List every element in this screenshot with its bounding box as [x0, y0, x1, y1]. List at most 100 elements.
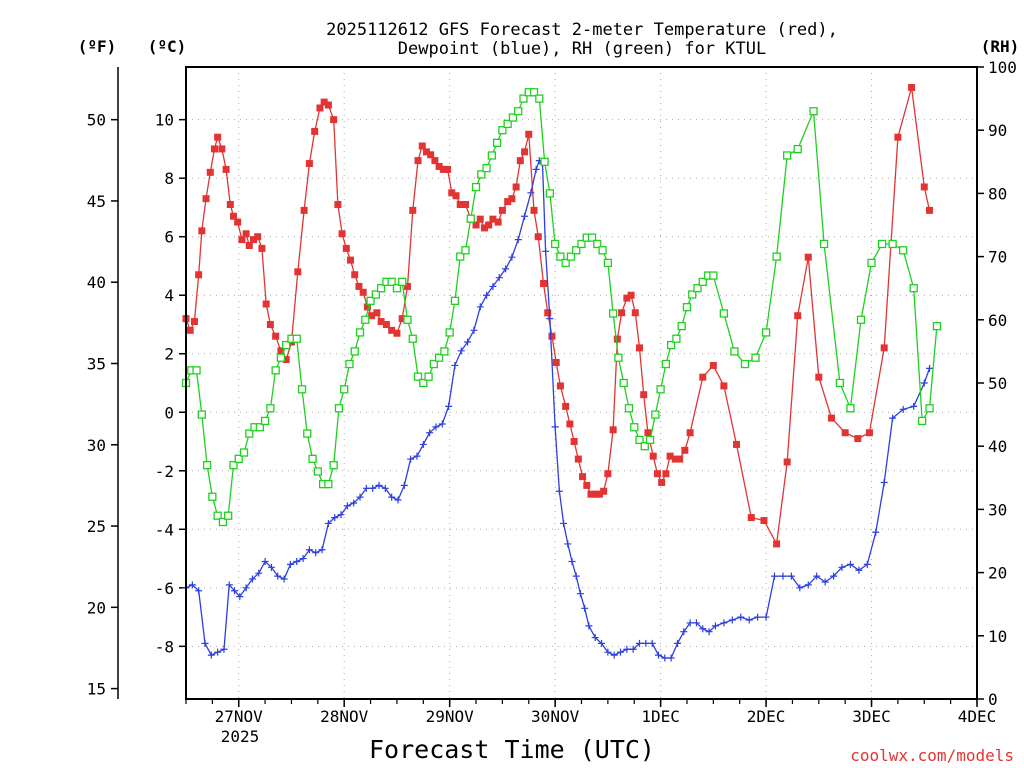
temperature-point	[804, 253, 812, 261]
dewpoint-point	[188, 581, 196, 589]
temperature-point	[472, 221, 480, 229]
dewpoint-point	[426, 429, 434, 437]
rh-point	[266, 404, 275, 413]
dewpoint-point	[508, 253, 516, 261]
dewpoint-point	[274, 572, 282, 580]
rh-point	[651, 410, 660, 419]
fahrenheit-tick-label: 15	[87, 680, 106, 699]
rh-tick-label: 20	[988, 564, 1007, 583]
rh-point	[408, 334, 417, 343]
temperature-point	[504, 198, 512, 206]
rh-point	[466, 214, 475, 223]
dewpoint-point	[720, 619, 728, 627]
rh-point	[899, 246, 908, 255]
rh-point	[334, 404, 344, 413]
temperature-point	[854, 435, 862, 443]
temperature-point	[444, 165, 452, 173]
rh-point	[693, 284, 702, 293]
dewpoint-point	[629, 645, 637, 653]
dewpoint-point	[267, 563, 275, 571]
temperature-point	[347, 256, 355, 264]
fahrenheit-tick-label: 30	[87, 436, 106, 455]
temperature-point	[363, 303, 371, 311]
rh-point	[925, 404, 934, 413]
dewpoint-point	[642, 639, 650, 647]
temperature-point	[222, 165, 230, 173]
dewpoint-point	[432, 423, 440, 431]
dewpoint-point	[680, 628, 688, 636]
plot-frame	[185, 66, 978, 700]
dewpoint-point	[745, 616, 753, 624]
dewpoint-point	[286, 560, 294, 568]
temperature-point	[666, 452, 674, 460]
rh-point	[614, 353, 623, 362]
rh-point	[514, 107, 523, 116]
temperature-point	[195, 271, 203, 279]
temperature-point	[461, 201, 469, 209]
dewpoint-point	[419, 440, 427, 448]
rh-point	[440, 347, 449, 356]
temperature-point	[699, 373, 707, 381]
dewpoint-point	[564, 540, 572, 548]
dewpoint-point	[623, 645, 631, 653]
dewpoint-point	[779, 572, 787, 580]
rh-point	[577, 239, 586, 249]
temperature-point	[649, 452, 657, 460]
rh-point	[260, 416, 270, 426]
dewpoint-point	[604, 648, 612, 656]
temperature-point	[662, 470, 670, 478]
temperature-point	[316, 104, 324, 112]
rh-tick-label: 70	[988, 248, 1007, 267]
temperature-point	[238, 236, 246, 244]
rh-point	[245, 429, 254, 438]
dewpoint-series	[182, 157, 934, 662]
dewpoint-point	[231, 587, 239, 595]
dewpoint-point	[362, 484, 370, 492]
rh-point	[303, 429, 312, 438]
rh-point	[487, 151, 497, 160]
rh-point	[846, 404, 855, 413]
temperature-point	[908, 83, 916, 91]
rh-point	[751, 353, 760, 362]
celsius-tick-label: -6	[155, 579, 174, 598]
dewpoint-point	[255, 569, 263, 577]
temperature-point	[330, 116, 338, 124]
rh-point	[619, 378, 628, 388]
temperature-point	[398, 315, 406, 323]
axis-label-fahrenheit: (ºF)	[78, 37, 117, 56]
temperature-point	[431, 157, 439, 165]
temperature-point	[456, 201, 464, 209]
rh-point	[677, 321, 686, 331]
temperature-point	[418, 142, 426, 150]
temperature-point	[382, 320, 390, 328]
rh-point	[529, 88, 539, 97]
temperature-point	[544, 309, 552, 317]
rh-tick-label: 100	[988, 58, 1017, 77]
dewpoint-point	[514, 236, 522, 244]
rh-point	[239, 448, 249, 457]
rh-point	[566, 252, 576, 261]
temperature-point	[234, 218, 242, 226]
rh-point	[276, 353, 286, 362]
time-axis: 27NOV 28NOV 29NOV 30NOV 1DEC 2DEC 3DEC 4DEC	[185, 699, 996, 726]
temperature-point	[613, 335, 621, 343]
dewpoint-point	[542, 247, 550, 255]
dewpoint-point	[318, 546, 326, 554]
temperature-point	[206, 168, 214, 176]
temperature-point	[198, 227, 206, 235]
temperature-point	[311, 127, 319, 135]
rh-point	[603, 258, 613, 268]
dewpoint-point	[804, 581, 812, 589]
fahrenheit-axis: 15 20 25 30 35 40 45 50	[87, 67, 119, 699]
rh-point	[202, 461, 212, 470]
fahrenheit-tick-label: 50	[87, 111, 106, 130]
temperature-point	[720, 382, 728, 390]
dewpoint-point	[551, 423, 559, 431]
dewpoint-point	[880, 478, 888, 486]
dewpoint-point	[343, 502, 351, 510]
dewpoint-point	[838, 563, 846, 571]
temperature-point	[747, 514, 755, 522]
temperature-point	[414, 157, 422, 165]
dewpoint-point	[617, 648, 625, 656]
temperature-point	[640, 391, 648, 399]
